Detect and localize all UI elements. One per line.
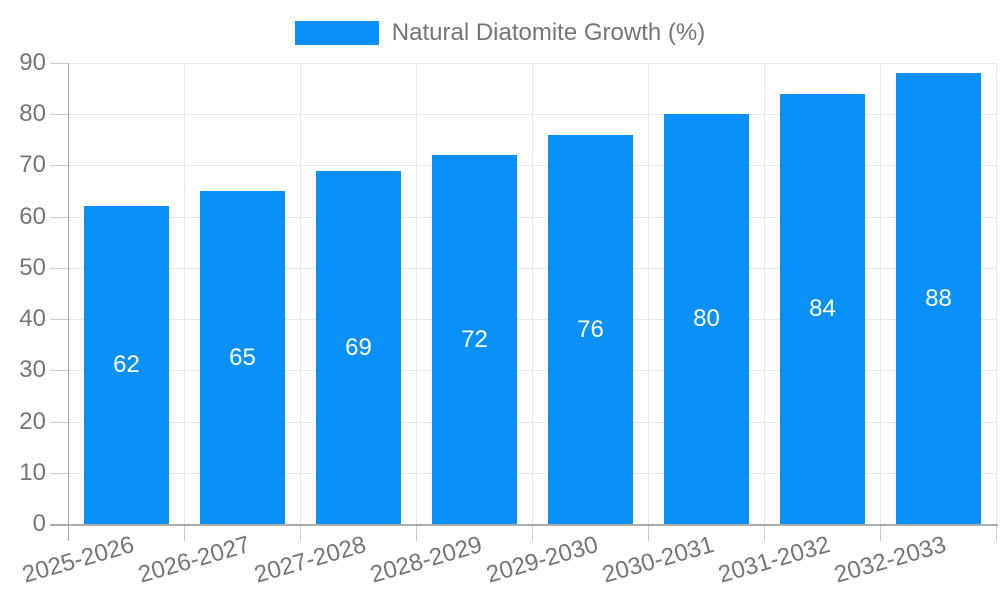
y-axis-tick <box>50 370 68 371</box>
bar-value-label: 88 <box>925 284 952 312</box>
v-gridline <box>764 63 765 524</box>
v-gridline <box>532 63 533 524</box>
bar[interactable]: 80 <box>664 114 749 524</box>
bar[interactable]: 84 <box>780 94 865 524</box>
x-axis-tick <box>648 524 649 541</box>
y-tick-label: 60 <box>19 203 46 230</box>
y-axis-tick <box>50 165 68 166</box>
bar[interactable]: 76 <box>548 135 633 524</box>
v-gridline <box>184 63 185 524</box>
bar[interactable]: 65 <box>200 191 285 524</box>
x-axis-tick <box>300 524 301 541</box>
bar-value-label: 69 <box>345 333 372 361</box>
bar[interactable]: 69 <box>316 171 401 524</box>
y-axis-tick <box>50 473 68 474</box>
y-tick-label: 10 <box>19 459 46 486</box>
y-tick-label: 20 <box>19 408 46 435</box>
bar-value-label: 62 <box>113 351 140 378</box>
bar[interactable]: 88 <box>896 73 981 524</box>
chart-legend[interactable]: Natural Diatomite Growth (%) <box>0 17 1000 49</box>
bar-value-label: 76 <box>577 315 604 343</box>
bar[interactable]: 62 <box>84 206 169 524</box>
y-axis-tick <box>50 217 68 218</box>
bar-value-label: 72 <box>461 325 488 353</box>
v-gridline <box>880 63 881 524</box>
y-axis-tick <box>50 422 68 423</box>
bar-value-label: 65 <box>229 343 256 371</box>
bar-value-label: 80 <box>693 305 720 332</box>
y-tick-label: 80 <box>19 100 46 127</box>
y-tick-label: 40 <box>19 305 46 332</box>
y-axis-tick <box>50 114 68 115</box>
y-axis-tick <box>50 63 68 64</box>
y-axis-tick <box>50 319 68 320</box>
x-axis-line <box>50 524 998 526</box>
x-axis-tick <box>184 524 185 541</box>
y-axis-tick <box>50 268 68 269</box>
x-axis-tick <box>416 524 417 541</box>
x-axis-tick <box>996 524 997 541</box>
legend-swatch-icon <box>294 21 379 45</box>
v-gridline <box>996 63 997 524</box>
v-gridline <box>648 63 649 524</box>
v-gridline <box>300 63 301 524</box>
x-axis-tick <box>880 524 881 541</box>
y-tick-label: 90 <box>19 49 46 76</box>
y-axis-line <box>68 63 69 541</box>
y-tick-label: 50 <box>19 254 46 281</box>
y-tick-label: 0 <box>32 510 46 537</box>
bar[interactable]: 72 <box>432 155 517 524</box>
x-axis-tick <box>764 524 765 541</box>
legend-label: Natural Diatomite Growth (%) <box>391 19 706 46</box>
v-gridline <box>416 63 417 524</box>
bar-value-label: 84 <box>809 295 836 322</box>
x-axis-tick <box>532 524 533 541</box>
y-tick-label: 30 <box>19 356 46 383</box>
y-tick-label: 70 <box>19 151 46 178</box>
